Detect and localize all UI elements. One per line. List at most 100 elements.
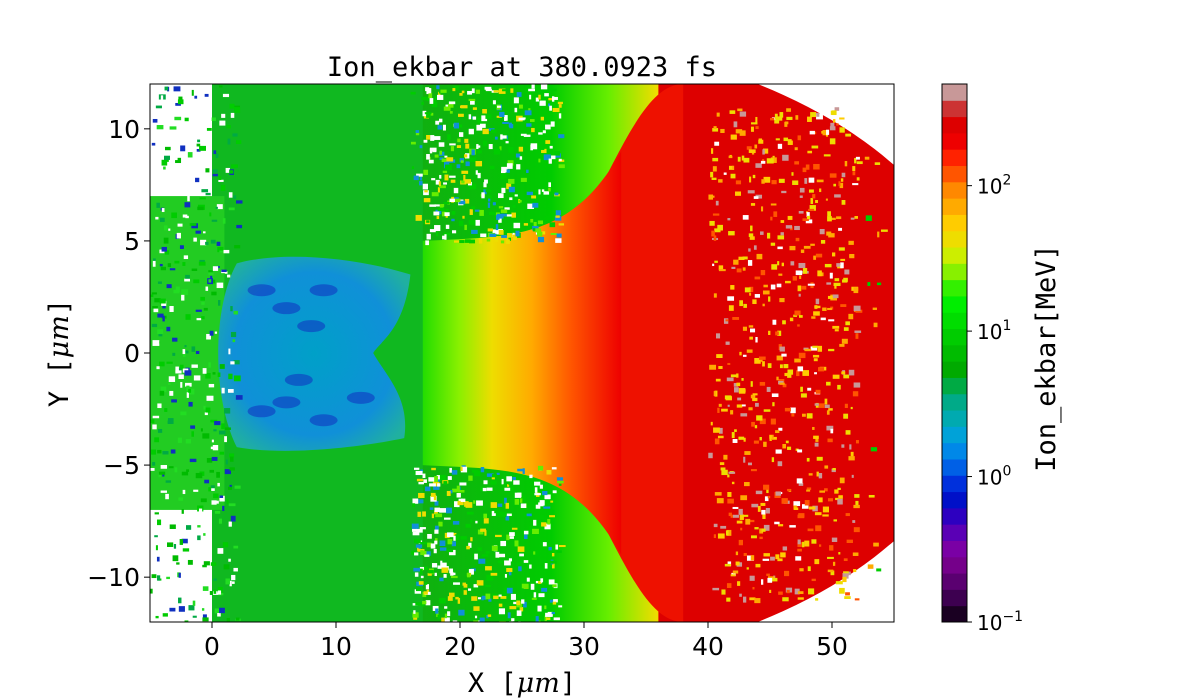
heatmap-speckle xyxy=(808,208,815,211)
heatmap-speckle xyxy=(845,513,850,517)
heatmap-speckle xyxy=(210,562,217,566)
heatmap-speckle xyxy=(154,437,160,443)
heatmap-speckle xyxy=(446,157,454,162)
heatmap-speckle xyxy=(444,174,449,181)
heatmap-speckle xyxy=(162,315,165,322)
colorbar-segment xyxy=(942,230,967,248)
heatmap-speckle xyxy=(797,514,805,519)
heatmap-speckle xyxy=(181,289,189,296)
heatmap-speckle xyxy=(203,307,208,311)
heatmap-speckle xyxy=(779,298,785,303)
heatmap-speckle xyxy=(465,502,473,508)
heatmap-speckle xyxy=(807,283,815,286)
heatmap-speckle xyxy=(167,263,172,268)
heatmap-speckle xyxy=(790,261,795,266)
heatmap-speckle xyxy=(508,146,514,153)
heatmap-speckle xyxy=(151,323,158,328)
heatmap-speckle xyxy=(841,199,846,205)
heatmap-speckle xyxy=(775,331,779,336)
heatmap-speckle xyxy=(814,512,822,516)
heatmap-speckle xyxy=(755,337,758,343)
heatmap-speckle xyxy=(464,154,468,158)
heatmap-speckle xyxy=(763,284,768,288)
heatmap-speckle xyxy=(716,498,724,504)
heatmap-speckle xyxy=(180,555,185,560)
heatmap-speckle xyxy=(880,229,888,232)
heatmap-speckle xyxy=(233,545,239,549)
heatmap-speckle xyxy=(153,152,158,156)
heatmap-speckle xyxy=(217,613,221,617)
heatmap-speckle xyxy=(737,108,743,112)
heatmap-speckle xyxy=(529,92,534,97)
heatmap-speckle xyxy=(538,502,544,507)
heatmap-speckle xyxy=(177,437,182,443)
heatmap-speckle xyxy=(713,534,716,539)
heatmap-speckle xyxy=(496,213,504,219)
heatmap-speckle xyxy=(779,346,785,352)
heatmap-speckle xyxy=(782,597,789,602)
heatmap-speckle xyxy=(537,605,542,612)
heatmap-speckle xyxy=(480,233,487,238)
heatmap-speckle xyxy=(441,158,447,163)
field-acceleration-band xyxy=(422,151,622,555)
colorbar-segment xyxy=(942,491,967,509)
heatmap-speckle xyxy=(230,331,237,338)
heatmap-speckle xyxy=(178,96,183,103)
heatmap-speckle xyxy=(834,329,839,332)
heatmap-speckle xyxy=(818,544,822,547)
heatmap-speckle xyxy=(832,325,840,329)
heatmap-speckle xyxy=(423,479,427,483)
heatmap-speckle xyxy=(750,469,757,472)
heatmap-speckle xyxy=(434,525,439,531)
heatmap-speckle xyxy=(225,459,228,465)
heatmap-speckle xyxy=(780,552,786,558)
heatmap-speckle xyxy=(740,495,748,501)
heatmap-speckle xyxy=(464,501,469,507)
heatmap-speckle xyxy=(170,157,178,161)
heatmap-speckle xyxy=(777,330,782,336)
heatmap-speckle xyxy=(508,483,511,486)
heatmap-speckle xyxy=(210,446,218,450)
heatmap-speckle xyxy=(742,267,746,271)
heatmap-speckle xyxy=(794,358,801,363)
heatmap-speckle xyxy=(235,395,243,400)
heatmap-speckle xyxy=(195,177,200,183)
heatmap-speckle xyxy=(795,115,799,120)
heatmap-speckle xyxy=(499,146,502,151)
heatmap-speckle xyxy=(548,546,552,551)
heatmap-speckle xyxy=(410,91,416,95)
heatmap-speckle xyxy=(216,282,224,289)
heatmap-speckle xyxy=(852,166,856,172)
heatmap-speckle xyxy=(498,229,504,235)
heatmap-speckle xyxy=(778,524,784,527)
heatmap-speckle xyxy=(425,600,431,606)
heatmap-speckle xyxy=(791,413,795,417)
heatmap-speckle xyxy=(428,92,433,99)
heatmap-speckle xyxy=(485,593,491,600)
heatmap-speckle xyxy=(545,216,550,220)
heatmap-speckle xyxy=(209,488,215,491)
heatmap-speckle xyxy=(416,587,422,592)
heatmap-speckle xyxy=(218,179,224,182)
heatmap-speckle xyxy=(558,545,566,548)
heatmap-speckle xyxy=(197,206,204,211)
heatmap-speckle xyxy=(511,618,515,622)
heatmap-speckle xyxy=(713,391,716,397)
heatmap-speckle xyxy=(152,424,157,430)
heatmap-speckle xyxy=(800,393,807,398)
heatmap-speckle xyxy=(182,262,186,266)
heatmap-speckle xyxy=(434,476,438,482)
heatmap-speckle xyxy=(551,611,555,615)
heatmap-speckle xyxy=(482,140,487,147)
heatmap-speckle xyxy=(833,519,838,522)
heatmap-speckle xyxy=(555,210,561,216)
heatmap-speckle xyxy=(763,176,771,183)
heatmap-speckle xyxy=(519,156,523,160)
heatmap-speckle xyxy=(558,483,562,486)
heatmap-speckle xyxy=(159,526,163,531)
heatmap-speckle xyxy=(730,410,734,415)
heatmap-speckle xyxy=(740,413,748,417)
heatmap-speckle xyxy=(169,268,176,271)
heatmap-speckle xyxy=(815,436,819,442)
heatmap-speckle xyxy=(718,265,724,271)
